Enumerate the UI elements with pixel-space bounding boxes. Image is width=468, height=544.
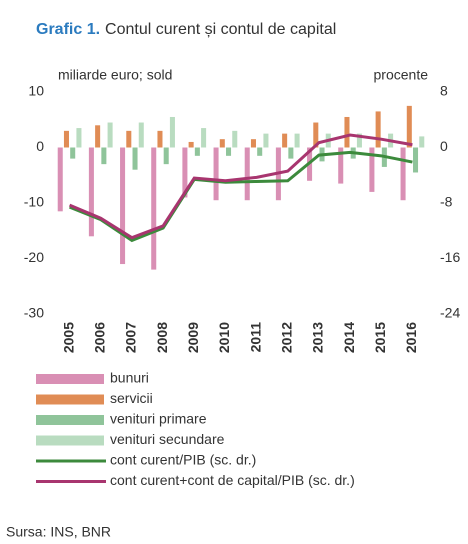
bar — [288, 147, 294, 159]
legend-swatch — [36, 394, 104, 405]
bar — [282, 133, 288, 148]
bar — [419, 136, 425, 148]
x-tick-label: 2008 — [154, 322, 170, 353]
x-tick-label: 2005 — [60, 322, 76, 353]
bar — [257, 147, 263, 156]
y-axis-label: miliarde euro; sold — [58, 67, 172, 83]
bar — [375, 111, 381, 148]
source: Sursa: INS, BNR — [6, 524, 111, 540]
y2-tick-label: -24 — [440, 305, 460, 321]
bar — [157, 130, 163, 148]
y2-tick-label: 0 — [440, 138, 448, 154]
bar — [219, 139, 225, 148]
bar — [194, 147, 200, 156]
title-prefix: Grafic 1. — [36, 21, 100, 38]
bar — [313, 122, 319, 148]
x-tick-label: 2006 — [91, 322, 107, 353]
legend-label: cont curent+cont de capital/PIB (sc. dr.… — [110, 472, 355, 488]
bar — [88, 147, 94, 237]
legend-swatch — [36, 415, 104, 425]
bar — [188, 141, 194, 148]
bar — [344, 116, 350, 148]
bar — [101, 147, 107, 165]
bar — [151, 147, 157, 270]
bar — [400, 147, 406, 201]
legend-label: cont curent/PIB (sc. dr.) — [110, 452, 256, 468]
bar — [107, 122, 113, 148]
bar — [406, 105, 412, 148]
y2-tick-label: -16 — [440, 249, 460, 265]
y-tick-label: 10 — [28, 83, 44, 99]
y-tick-label: -30 — [24, 305, 44, 321]
legend-swatch — [36, 435, 104, 446]
line — [69, 150, 413, 243]
bar — [76, 128, 82, 148]
bar — [369, 147, 375, 192]
legend-label: servicii — [110, 390, 153, 406]
bar — [413, 147, 419, 173]
legend-swatch — [36, 374, 104, 384]
chart-title: Grafic 1. Contul curent și contul de capi… — [36, 21, 336, 38]
bar — [294, 133, 300, 148]
x-tick-label: 2010 — [216, 322, 232, 353]
x-tick-label: 2014 — [341, 322, 357, 353]
x-tick-label: 2007 — [123, 322, 139, 353]
bar — [95, 125, 101, 148]
x-tick-label: 2013 — [310, 322, 326, 353]
bar — [250, 139, 256, 148]
bar — [244, 147, 250, 201]
y-tick-label: -10 — [24, 194, 44, 210]
bar — [126, 130, 132, 148]
bar — [169, 116, 175, 148]
bar — [338, 147, 344, 184]
bar — [57, 147, 63, 212]
y2-tick-label: -8 — [440, 194, 453, 210]
bar — [63, 130, 69, 148]
bar — [232, 130, 238, 148]
bar — [356, 133, 362, 148]
x-tick-label: 2011 — [247, 322, 263, 353]
bar — [201, 128, 207, 148]
bar — [263, 133, 269, 148]
legend-label: venituri secundare — [110, 431, 225, 447]
legend-label: bunuri — [110, 370, 149, 386]
title-text: Contul curent și contul de capital — [105, 21, 336, 38]
y-tick-label: 0 — [36, 138, 44, 154]
y2-axis-label: procente — [374, 67, 429, 83]
bar — [226, 147, 232, 156]
bar — [138, 122, 144, 148]
x-tick-label: 2012 — [278, 322, 294, 353]
bar — [120, 147, 126, 265]
bar — [70, 147, 76, 159]
bar — [132, 147, 138, 170]
line — [68, 133, 413, 240]
y2-tick-label: 8 — [440, 83, 448, 99]
x-tick-label: 2015 — [372, 322, 388, 353]
x-tick-label: 2016 — [403, 322, 419, 353]
legend-label: venituri primare — [110, 411, 207, 427]
bar — [182, 147, 188, 198]
bar — [163, 147, 169, 165]
x-tick-label: 2009 — [185, 322, 201, 353]
bar — [213, 147, 219, 201]
y-tick-label: -20 — [24, 249, 44, 265]
